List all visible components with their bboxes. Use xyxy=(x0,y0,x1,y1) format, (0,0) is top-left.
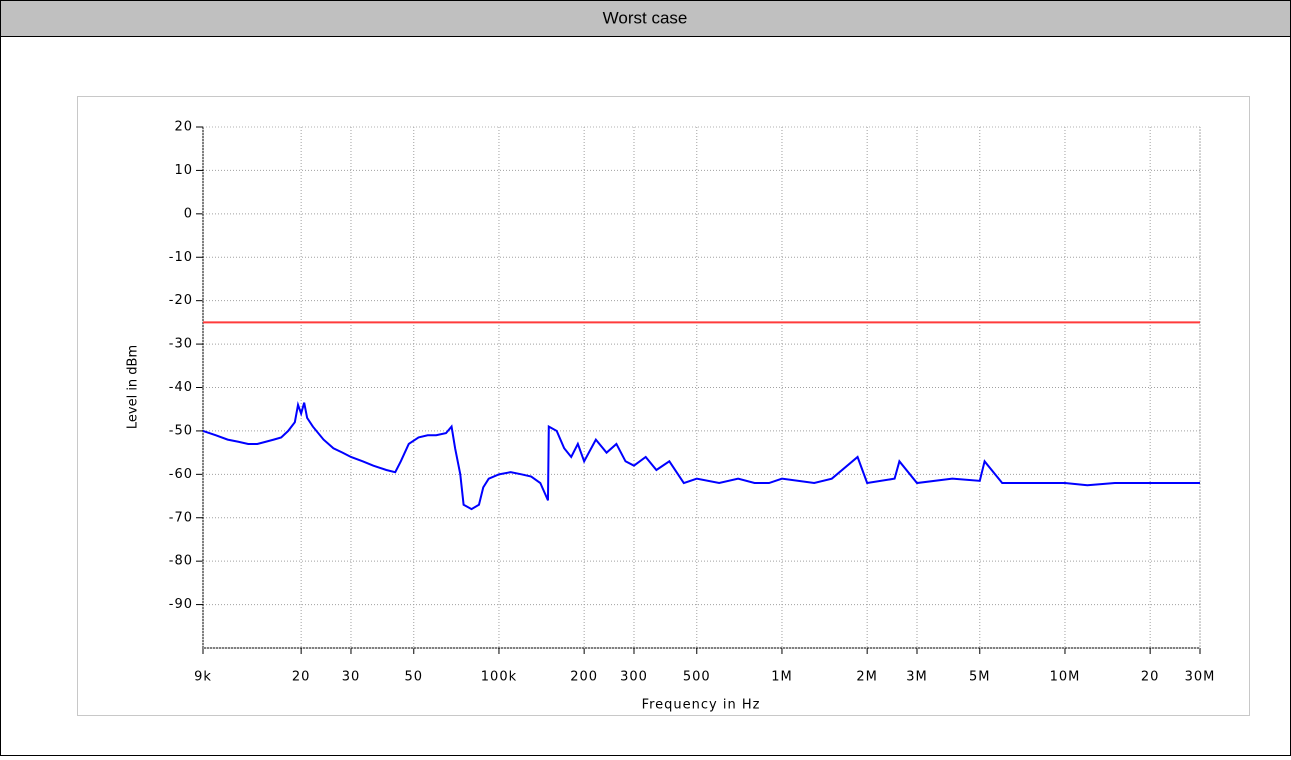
x-tick-label: 20 xyxy=(1141,670,1160,685)
y-tick-label: -30 xyxy=(169,337,193,352)
header-bar xyxy=(0,0,1291,37)
y-tick-label: 20 xyxy=(174,120,193,135)
x-tick-label: 9k xyxy=(194,670,212,685)
plot-border xyxy=(202,126,1201,649)
y-tick-label: -90 xyxy=(169,597,193,612)
x-tick-label: 30 xyxy=(342,670,361,685)
y-tick-label: -80 xyxy=(169,554,193,569)
y-tick-label: -20 xyxy=(169,293,193,308)
x-tick-label: 300 xyxy=(620,670,648,685)
chart-title: Worst case xyxy=(603,8,688,27)
y-tick-label: -70 xyxy=(169,510,193,525)
x-tick-label: 3M xyxy=(906,670,928,685)
x-tick-label: 500 xyxy=(683,670,711,685)
y-tick-label: -50 xyxy=(169,423,193,438)
x-tick-label: 200 xyxy=(570,670,598,685)
x-tick-label: 30M xyxy=(1185,670,1216,685)
x-tick-label: 100k xyxy=(481,670,517,685)
y-tick-label: -10 xyxy=(169,250,193,265)
x-tick-label: 10M xyxy=(1050,670,1081,685)
x-axis-title: Frequency in Hz xyxy=(642,698,761,713)
y-tick-label: -60 xyxy=(169,467,193,482)
x-tick-label: 20 xyxy=(292,670,311,685)
y-tick-label: -40 xyxy=(169,380,193,395)
y-axis-title: Level in dBm xyxy=(126,345,141,429)
x-tick-label: 5M xyxy=(969,670,991,685)
x-tick-label: 1M xyxy=(771,670,793,685)
y-tick-label: 10 xyxy=(174,163,193,178)
y-tick-label: 0 xyxy=(184,206,193,221)
x-tick-label: 2M xyxy=(856,670,878,685)
series-line xyxy=(202,401,1200,511)
x-tick-label: 50 xyxy=(404,670,423,685)
